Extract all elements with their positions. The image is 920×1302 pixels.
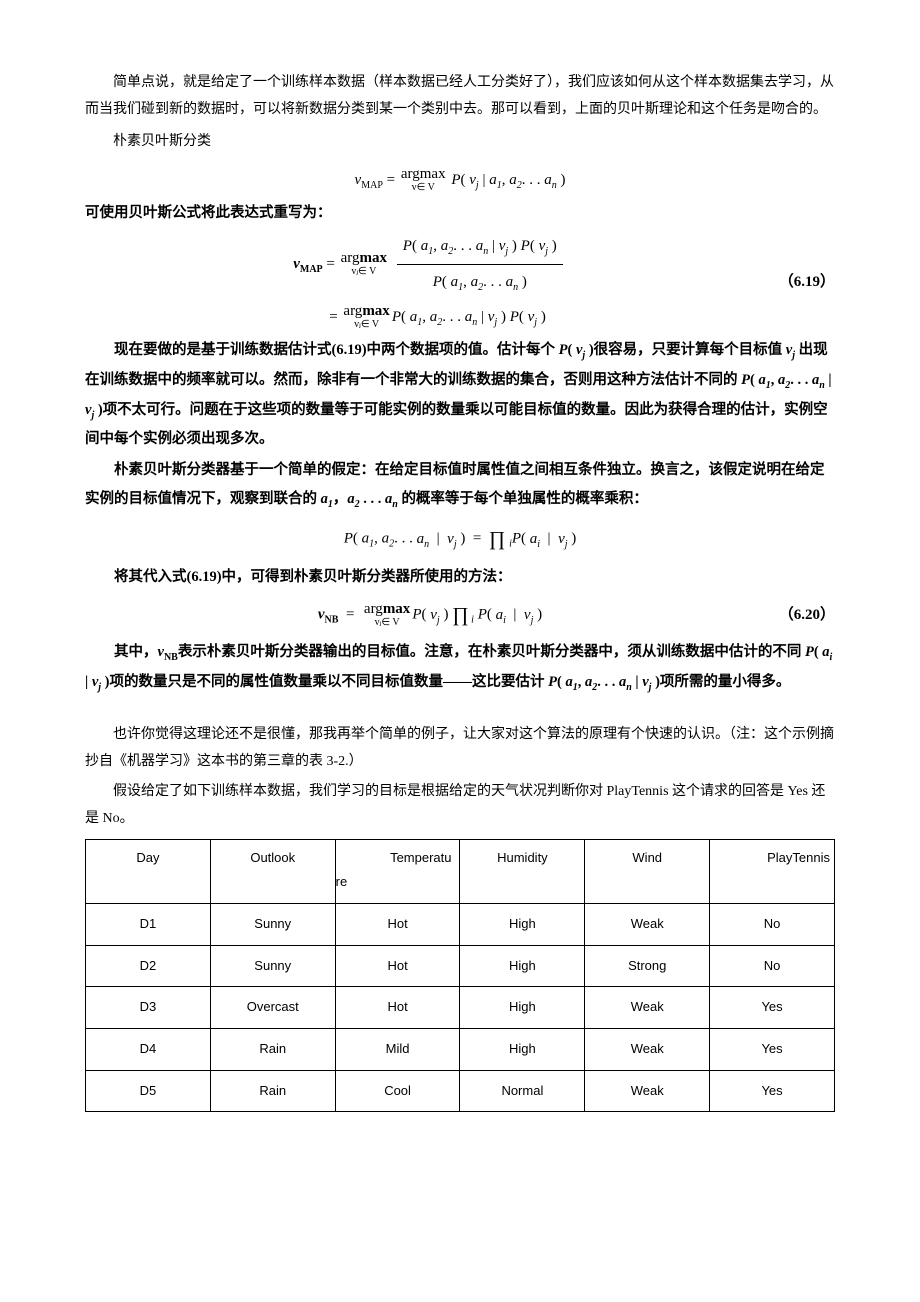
table-row: D5RainCoolNormalWeakYes [86, 1070, 835, 1112]
paragraph-intro-1: 简单点说，就是给定了一个训练样本数据（样本数据已经人工分类好了），我们应该如何从… [85, 70, 835, 123]
training-data-table: Day Outlook Temperature Humidity Wind Pl… [85, 839, 835, 1113]
table-cell: Overcast [210, 987, 335, 1029]
table-cell: Rain [210, 1028, 335, 1070]
table-cell: High [460, 1028, 585, 1070]
equation-6-19: vMAP = argmaxvⱼ∈ V P( a1, a2. . . an | v… [85, 231, 835, 333]
table-header-row: Day Outlook Temperature Humidity Wind Pl… [86, 839, 835, 903]
table-cell: High [460, 903, 585, 945]
table-cell: Rain [210, 1070, 335, 1112]
table-cell: Hot [335, 945, 460, 987]
col-wind: Wind [585, 839, 710, 903]
bold-para-4: 其中，vNB表示朴素贝叶斯分类器输出的目标值。注意，在朴素贝叶斯分类器中，须从训… [85, 638, 835, 698]
equation-6-20: vNB = argmaxvⱼ∈ VP( vj ) ∏ i P( ai | vj … [85, 595, 835, 635]
col-playtennis: PlayTennis [710, 839, 835, 903]
table-row: D3OvercastHotHighWeakYes [86, 987, 835, 1029]
table-cell: Normal [460, 1070, 585, 1112]
table-cell: Yes [710, 987, 835, 1029]
bold-para-2: 朴素贝叶斯分类器基于一个简单的假定：在给定目标值时属性值之间相互条件独立。换言之… [85, 456, 835, 515]
table-cell: Yes [710, 1070, 835, 1112]
table-row: D2SunnyHotHighStrongNo [86, 945, 835, 987]
paragraph-example-intro: 也许你觉得这理论还不是很懂，那我再举个简单的例子，让大家对这个算法的原理有个快速… [85, 722, 835, 775]
table-cell: D4 [86, 1028, 211, 1070]
table-cell: Weak [585, 903, 710, 945]
table-cell: Cool [335, 1070, 460, 1112]
table-cell: Sunny [210, 945, 335, 987]
table-cell: No [710, 945, 835, 987]
table-cell: Sunny [210, 903, 335, 945]
table-cell: D5 [86, 1070, 211, 1112]
table-cell: Strong [585, 945, 710, 987]
table-cell: Weak [585, 1070, 710, 1112]
table-cell: Yes [710, 1028, 835, 1070]
bold-para-3: 将其代入式(6.19)中，可得到朴素贝叶斯分类器所使用的方法： [85, 563, 835, 592]
bold-para-1: 现在要做的是基于训练数据估计式(6.19)中两个数据项的值。估计每个 P( vj… [85, 336, 835, 455]
table-row: D4RainMildHighWeakYes [86, 1028, 835, 1070]
table-cell: Weak [585, 1028, 710, 1070]
col-outlook: Outlook [210, 839, 335, 903]
table-cell: High [460, 945, 585, 987]
equation-independence: P( a1, a2. . . an | vj ) = ∏ iP( ai | vj… [85, 519, 835, 559]
paragraph-table-intro: 假设给定了如下训练样本数据，我们学习的目标是根据给定的天气状况判断你对 Play… [85, 779, 835, 832]
table-cell: Mild [335, 1028, 460, 1070]
table-cell: D2 [86, 945, 211, 987]
equation-number-6-20: （6.20） [775, 600, 835, 630]
subtitle-naive-bayes: 朴素贝叶斯分类 [85, 129, 835, 156]
bayes-rewrite-intro: 可使用贝叶斯公式将此表达式重写为： [85, 199, 835, 228]
table-cell: D3 [86, 987, 211, 1029]
col-day: Day [86, 839, 211, 903]
table-cell: Hot [335, 987, 460, 1029]
table-cell: High [460, 987, 585, 1029]
textbook-excerpt: 可使用贝叶斯公式将此表达式重写为： vMAP = argmaxvⱼ∈ V P( … [85, 199, 835, 698]
table-cell: Hot [335, 903, 460, 945]
equation-vmap-def: vMAP = argmaxv∈ V P( vj | a1, a2. . . an… [85, 166, 835, 195]
table-cell: D1 [86, 903, 211, 945]
col-humidity: Humidity [460, 839, 585, 903]
table-row: D1SunnyHotHighWeakNo [86, 903, 835, 945]
table-cell: No [710, 903, 835, 945]
col-temperature: Temperature [335, 839, 460, 903]
table-cell: Weak [585, 987, 710, 1029]
equation-number-6-19: （6.19） [775, 267, 835, 297]
